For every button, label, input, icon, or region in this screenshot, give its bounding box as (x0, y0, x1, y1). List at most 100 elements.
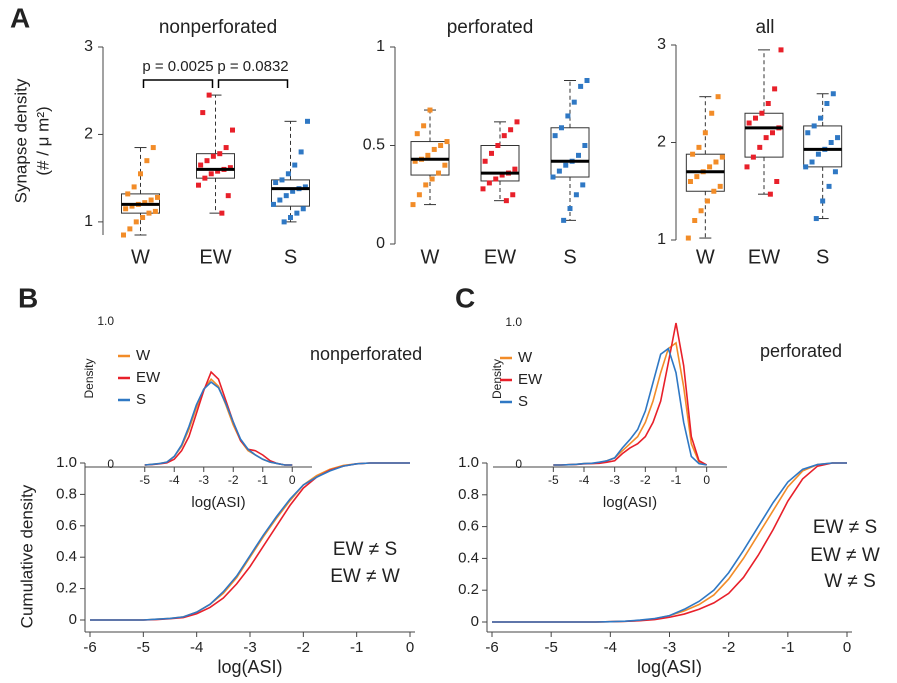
series-line (492, 462, 847, 623)
box (271, 179, 310, 207)
data-point (826, 183, 832, 189)
data-point (571, 99, 577, 105)
series-line (492, 462, 847, 623)
x-axis-label: log(ASI) (637, 657, 702, 677)
data-point (480, 186, 486, 192)
data-point (495, 143, 501, 148)
x-tick-label: -3 (198, 473, 209, 487)
inset-title: perforated (760, 341, 842, 361)
data-point (694, 174, 700, 180)
y-tick-label: 0.4 (56, 548, 77, 565)
data-point (550, 174, 556, 180)
data-point (217, 151, 223, 157)
data-point (809, 159, 815, 165)
x-tick-label: -1 (781, 639, 794, 656)
data-point (811, 123, 817, 129)
data-point (767, 191, 773, 197)
data-point (444, 139, 450, 145)
data-point (770, 130, 775, 136)
y-tick-label: 0.6 (56, 517, 77, 534)
data-point (219, 210, 225, 216)
data-point (704, 198, 710, 204)
data-point (707, 164, 713, 170)
data-point (410, 202, 416, 208)
p-value: p = 0.0025 (142, 58, 213, 75)
data-point (305, 118, 310, 124)
data-point (805, 130, 811, 136)
data-point (288, 215, 293, 221)
data-point (273, 180, 279, 186)
data-point (584, 77, 590, 83)
data-point (290, 188, 296, 194)
data-point (436, 170, 441, 176)
data-point (292, 162, 298, 168)
x-axis-label: log(ASI) (191, 494, 245, 511)
data-point (744, 164, 750, 170)
legend-label: EW (136, 369, 161, 386)
x-tick-label: -1 (671, 473, 682, 487)
chart-title: perforated (447, 17, 534, 38)
data-point (815, 151, 821, 157)
x-tick-label: -5 (137, 639, 150, 656)
y-tick-label: 0 (107, 457, 114, 471)
data-point (820, 198, 826, 204)
data-point (131, 184, 137, 190)
annotation: EW ≠ S (813, 517, 877, 538)
data-point (778, 47, 784, 53)
x-tick-label: -5 (544, 639, 557, 656)
data-point (582, 143, 588, 148)
data-point (412, 158, 418, 164)
y-axis-label: Density (82, 358, 96, 398)
x-tick-label: 0 (289, 473, 296, 487)
data-point (442, 162, 448, 168)
data-point (830, 91, 836, 97)
data-point (125, 191, 131, 197)
significance-bracket (217, 79, 289, 88)
box (196, 153, 235, 179)
x-tick-label: 0 (843, 639, 851, 656)
data-point (300, 206, 306, 212)
x-axis-label: log(ASI) (603, 494, 657, 511)
data-point (832, 169, 838, 175)
y-tick-label: 0 (471, 613, 479, 630)
x-tick-label: -5 (139, 473, 150, 487)
legend-label: W (136, 347, 151, 364)
data-point (711, 188, 717, 194)
annotation: EW ≠ W (810, 545, 880, 566)
legend-label: S (136, 391, 146, 408)
data-point (713, 159, 719, 165)
data-point (146, 210, 152, 216)
data-point (563, 162, 569, 168)
data-point (202, 175, 208, 181)
data-point (757, 144, 763, 150)
y-tick-label: 0.2 (56, 580, 77, 597)
x-tick-label: -4 (190, 639, 203, 656)
data-point (277, 197, 283, 203)
y-tick-label: 1 (657, 231, 666, 248)
y-tick-label: 1 (84, 213, 93, 230)
y-tick-label: 1.0 (458, 454, 479, 471)
data-point (715, 94, 721, 100)
y-tick-label: 0.8 (458, 486, 479, 503)
annotation: EW ≠ W (330, 566, 400, 587)
data-point (753, 115, 758, 121)
data-point (425, 152, 431, 158)
data-point (493, 176, 499, 182)
data-point (427, 107, 433, 113)
data-point (803, 164, 809, 170)
data-point (215, 168, 221, 174)
data-point (576, 152, 581, 158)
data-point (813, 216, 819, 222)
x-tick-label: -2 (722, 639, 735, 656)
y-tick-label: 1.0 (56, 454, 77, 471)
panel-label: C (455, 282, 475, 313)
data-point (210, 153, 216, 159)
data-point (750, 154, 756, 160)
data-point (499, 172, 505, 178)
data-point (429, 176, 435, 182)
data-point (155, 194, 160, 200)
data-point (835, 135, 841, 141)
data-point (133, 219, 139, 225)
panel-label: A (10, 2, 30, 33)
